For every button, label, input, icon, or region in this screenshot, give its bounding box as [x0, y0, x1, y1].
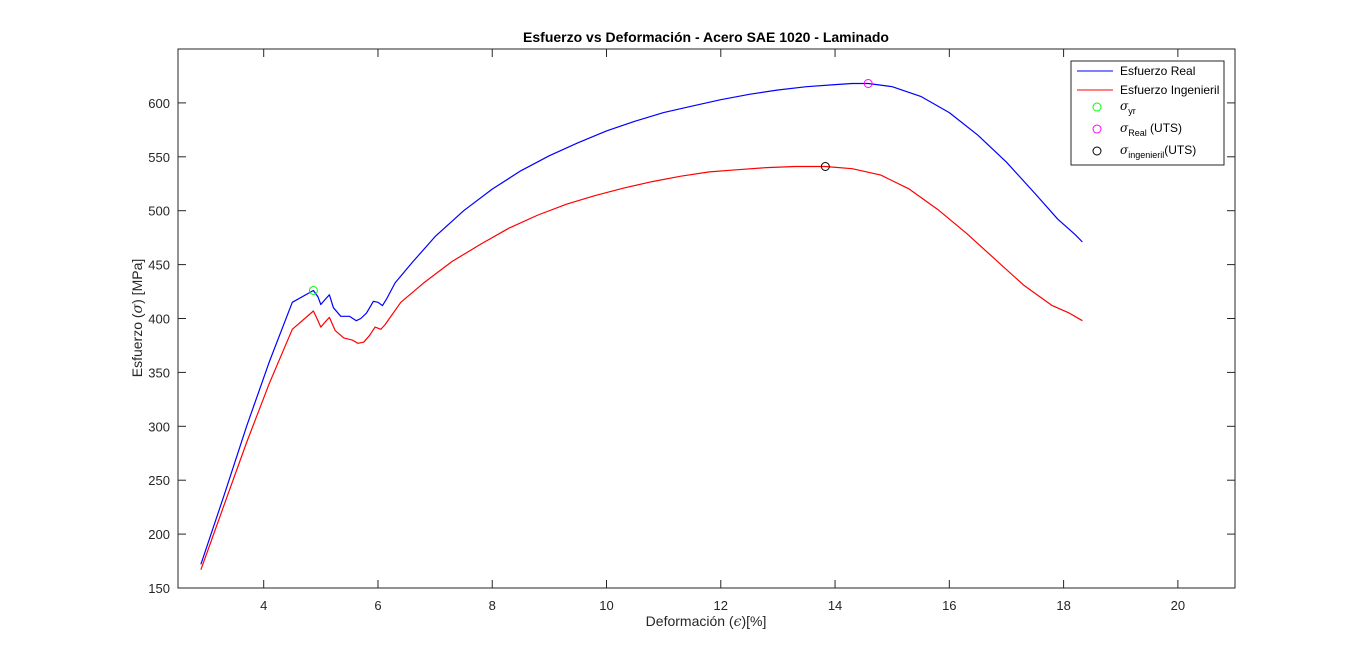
x-tick-label: 6 — [374, 598, 381, 613]
y-axis-label-symbol: σ — [130, 303, 146, 313]
legend-box — [1070, 60, 1225, 166]
markers — [308, 78, 873, 295]
legend-label-ingenieril-uts-suffix: (UTS) — [1164, 143, 1196, 157]
legend-marker-ingenieril-uts — [1092, 146, 1102, 156]
y-tick-label: 600 — [148, 96, 170, 111]
legend-label-ingenieril: Esfuerzo Ingenieril — [1120, 83, 1219, 97]
x-axis-label-symbol: ϵ — [734, 614, 742, 630]
axes: 4 6 8 10 12 14 16 18 20 150 200 250 300 350 400 450 500… — [148, 48, 1236, 613]
y-tick-label: 350 — [148, 365, 170, 380]
x-tick-label: 4 — [260, 598, 267, 613]
legend-marker-yr — [1092, 102, 1102, 112]
chart-title: Esfuerzo vs Deformación - Acero SAE 1020… — [523, 29, 889, 45]
x-axis: 4 6 8 10 12 14 16 18 20 — [260, 49, 1185, 613]
x-axis-label-prefix: Deformación ( — [646, 613, 734, 629]
legend-label-yr-symbol: σ — [1120, 99, 1129, 113]
x-tick-label: 12 — [714, 598, 728, 613]
legend-label-ingenieril-uts-symbol: σ — [1120, 143, 1129, 157]
legend-label-ingenieril-uts: σingenieril(UTS) — [1120, 143, 1196, 160]
x-axis-label-suffix: )[%] — [741, 613, 766, 629]
y-tick-label: 200 — [148, 527, 170, 542]
x-axis-label: Deformación (ϵ)[%] — [646, 613, 767, 630]
y-tick-label: 250 — [148, 473, 170, 488]
y-tick-label: 450 — [148, 258, 170, 273]
x-tick-label: 18 — [1056, 598, 1070, 613]
y-tick-label: 300 — [148, 419, 170, 434]
x-tick-label: 8 — [489, 598, 496, 613]
y-axis: 150 200 250 300 350 400 450 500 550 600 — [148, 96, 1235, 596]
y-axis-label: Esfuerzo (σ) [MPa] — [129, 259, 146, 378]
y-tick-label: 400 — [148, 312, 170, 327]
x-tick-label: 10 — [599, 598, 613, 613]
legend-label-yr-sub: yr — [1128, 106, 1136, 116]
marker-ingenieril-uts — [820, 162, 830, 172]
legend[interactable]: Esfuerzo Real Esfuerzo Ingenieril σyr σR… — [1070, 60, 1225, 166]
series-line-real — [200, 82, 1083, 565]
legend-marker-real-uts — [1092, 124, 1102, 134]
marker-real-uts — [863, 78, 873, 88]
y-axis-label-prefix: Esfuerzo ( — [129, 313, 145, 377]
y-tick-label: 500 — [148, 204, 170, 219]
legend-label-real-uts-suffix: (UTS) — [1147, 121, 1182, 135]
x-tick-label: 14 — [828, 598, 842, 613]
marker-yr — [308, 285, 318, 295]
series-lines — [200, 82, 1083, 570]
x-tick-label: 20 — [1171, 598, 1185, 613]
y-axis-label-suffix: ) [MPa] — [129, 259, 145, 304]
plot-area — [178, 49, 1235, 588]
legend-label-yr: σyr — [1120, 99, 1136, 116]
x-tick-label: 16 — [942, 598, 956, 613]
series-line-ingenieril — [200, 165, 1083, 570]
legend-label-real: Esfuerzo Real — [1120, 64, 1195, 78]
legend-label-real-uts-symbol: σ — [1120, 121, 1129, 135]
legend-label-real-uts-sub: Real — [1128, 128, 1147, 138]
legend-label-ingenieril-uts-sub: ingenieril — [1128, 150, 1164, 160]
legend-label-real-uts: σReal (UTS) — [1120, 121, 1182, 138]
y-tick-label: 150 — [148, 581, 170, 596]
y-tick-label: 550 — [148, 150, 170, 165]
axes-box — [177, 48, 1236, 589]
